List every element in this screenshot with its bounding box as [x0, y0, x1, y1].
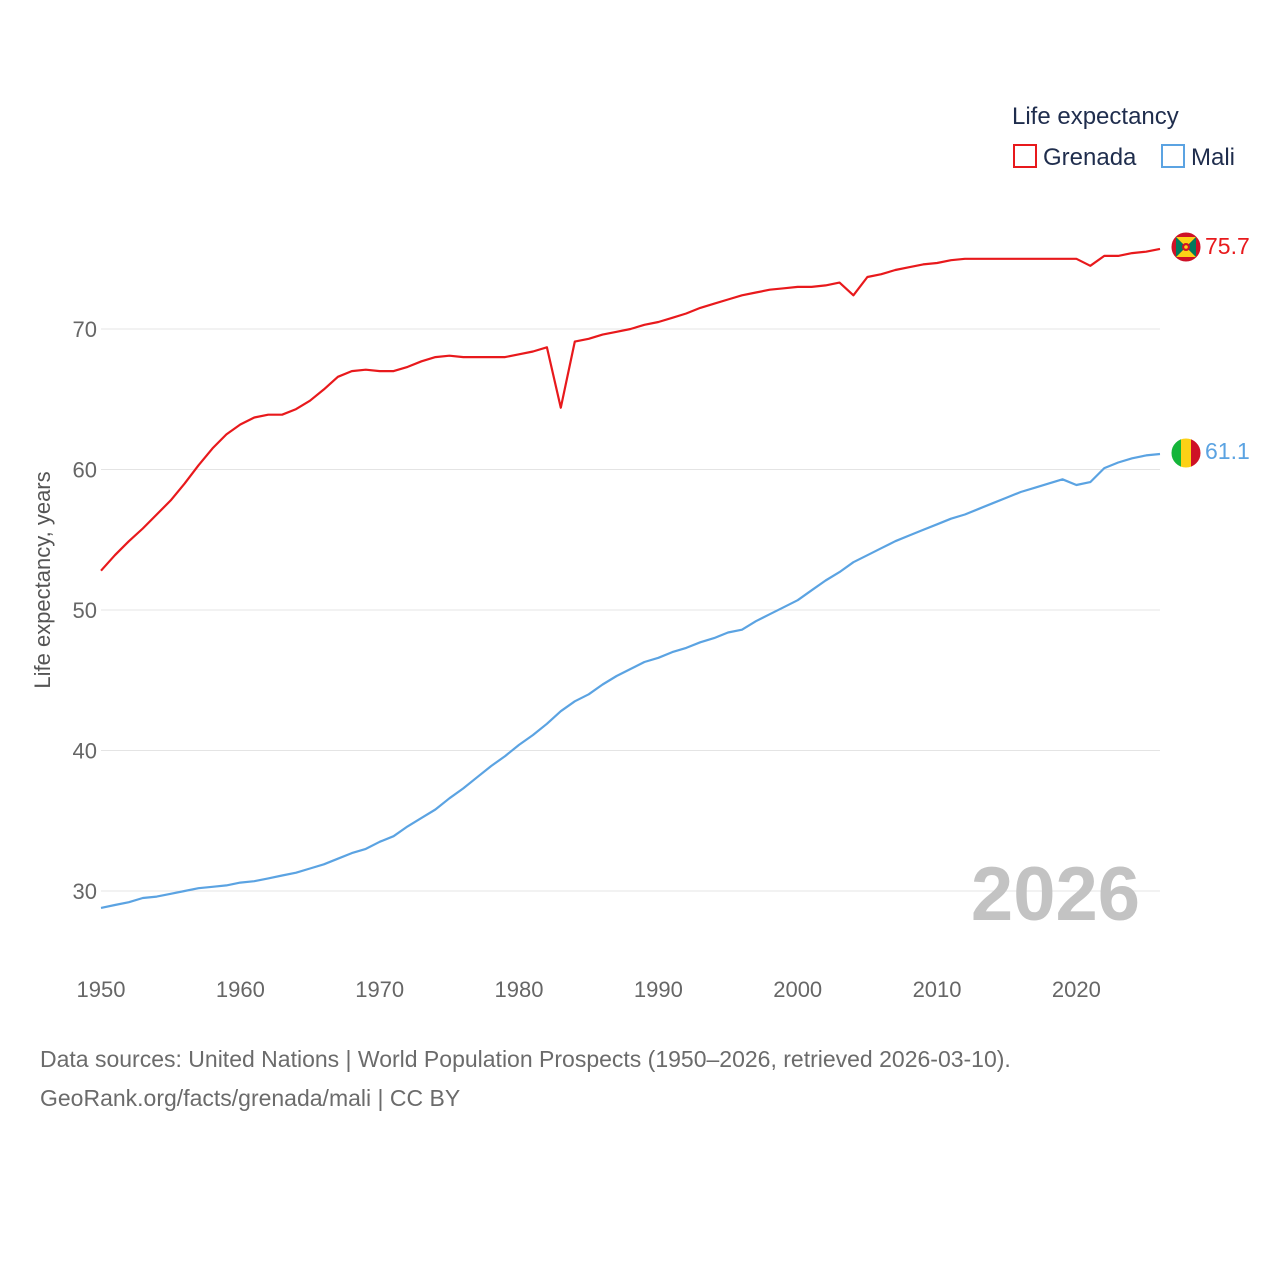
x-tick-label-1950: 1950 — [77, 977, 126, 1002]
grenada-flag-icon — [1171, 232, 1201, 262]
grenada-end-value: 75.7 — [1205, 233, 1250, 259]
series-line-grenada[interactable] — [100, 247, 1161, 572]
x-tick-label-2020: 2020 — [1052, 977, 1101, 1002]
x-tick-label-1960: 1960 — [216, 977, 265, 1002]
legend: Life expectancy Grenada Mali — [1012, 103, 1235, 171]
footer-data-sources: Data sources: United Nations | World Pop… — [40, 1046, 1011, 1072]
y-tick-label-60: 60 — [73, 458, 97, 483]
current-year-label: 2026 — [971, 852, 1140, 937]
y-tick-label-50: 50 — [73, 598, 97, 623]
mali-flag-icon — [1171, 438, 1201, 468]
y-axis-title: Life expectancy, years — [30, 471, 55, 688]
legend-label-grenada[interactable]: Grenada — [1043, 144, 1137, 171]
y-tick-label-30: 30 — [73, 879, 97, 904]
footer-site-link[interactable]: GeoRank.org/facts/grenada/mali | CC BY — [40, 1085, 461, 1111]
x-tick-label-2000: 2000 — [773, 977, 822, 1002]
x-tick-label-1970: 1970 — [355, 977, 404, 1002]
legend-title: Life expectancy — [1012, 103, 1179, 130]
grenada-flag-ring — [1170, 231, 1202, 263]
y-tick-label-70: 70 — [73, 317, 97, 342]
legend-label-mali[interactable]: Mali — [1191, 144, 1235, 171]
series-line-mali[interactable] — [100, 452, 1161, 909]
legend-swatch-mali[interactable] — [1161, 144, 1185, 168]
x-tick-label-1990: 1990 — [634, 977, 683, 1002]
x-tick-label-2010: 2010 — [913, 977, 962, 1002]
y-tick-label-40: 40 — [73, 739, 97, 764]
life-expectancy-chart: 30 40 50 60 70 1950 1960 1970 1980 1990 2000 2010 2… — [30, 103, 1250, 1002]
x-tick-label-1980: 1980 — [495, 977, 544, 1002]
mali-end-value: 61.1 — [1205, 438, 1250, 464]
mali-flag-ring — [1170, 437, 1202, 469]
legend-swatch-grenada[interactable] — [1013, 144, 1037, 168]
